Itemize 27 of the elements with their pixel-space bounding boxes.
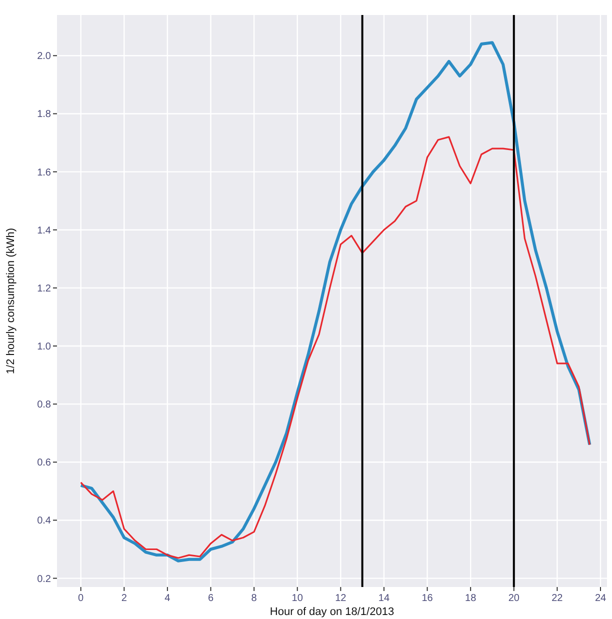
y-tick-label: 0.2 bbox=[37, 574, 52, 585]
x-axis-title: Hour of day on 18/1/2013 bbox=[270, 606, 394, 618]
y-axis-title: 1/2 hourly consumption (kWh) bbox=[5, 228, 17, 374]
y-tick-label: 0.4 bbox=[37, 516, 52, 527]
x-tick-label: 16 bbox=[422, 593, 434, 604]
line-series bbox=[79, 41, 592, 562]
x-tick-label: 10 bbox=[292, 593, 304, 604]
y-tick-label: 1.0 bbox=[37, 342, 52, 353]
x-tick-label: 6 bbox=[208, 593, 214, 604]
x-tick-label: 2 bbox=[121, 593, 128, 604]
x-tick-label: 0 bbox=[78, 593, 84, 604]
x-tick-label: 22 bbox=[552, 593, 564, 604]
x-tick-label: 24 bbox=[594, 593, 607, 604]
x-tick-label: 8 bbox=[251, 593, 258, 604]
x-tick-label: 4 bbox=[164, 593, 171, 604]
y-tick-label: 1.2 bbox=[37, 283, 52, 294]
y-tick-label: 1.8 bbox=[37, 109, 52, 120]
x-tick-label: 14 bbox=[378, 593, 390, 604]
x-tick-label: 12 bbox=[335, 593, 347, 604]
y-tick-label: 0.6 bbox=[37, 458, 52, 469]
y-tick-label: 0.8 bbox=[37, 400, 52, 411]
line-series bbox=[80, 136, 590, 559]
y-tick-label: 2.0 bbox=[37, 51, 52, 62]
x-tick-label: 18 bbox=[465, 593, 477, 604]
y-tick-label: 1.4 bbox=[37, 225, 52, 236]
y-tick-label: 1.6 bbox=[37, 167, 52, 178]
x-tick-label: 20 bbox=[508, 593, 520, 604]
